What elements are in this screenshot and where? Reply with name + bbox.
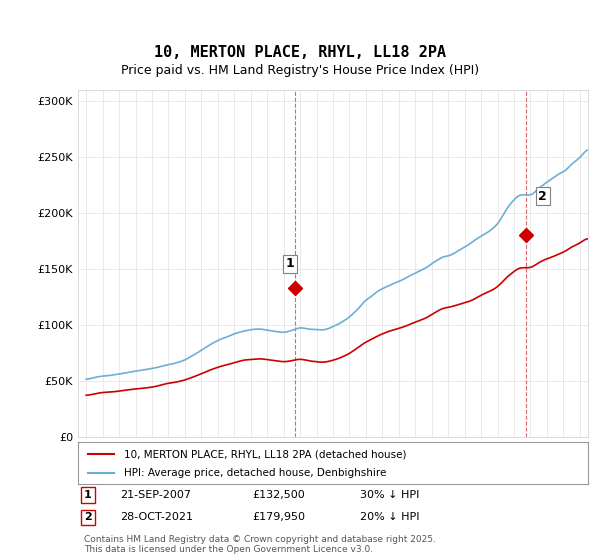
Text: 30% ↓ HPI: 30% ↓ HPI xyxy=(360,490,419,500)
Text: Price paid vs. HM Land Registry's House Price Index (HPI): Price paid vs. HM Land Registry's House … xyxy=(121,64,479,77)
Text: Contains HM Land Registry data © Crown copyright and database right 2025.
This d: Contains HM Land Registry data © Crown c… xyxy=(84,535,436,554)
Text: 21-SEP-2007: 21-SEP-2007 xyxy=(120,490,191,500)
Text: 1: 1 xyxy=(84,490,92,500)
Text: 20% ↓ HPI: 20% ↓ HPI xyxy=(360,512,419,522)
Text: 2: 2 xyxy=(84,512,92,522)
Text: 10, MERTON PLACE, RHYL, LL18 2PA (detached house): 10, MERTON PLACE, RHYL, LL18 2PA (detach… xyxy=(124,449,406,459)
Text: HPI: Average price, detached house, Denbighshire: HPI: Average price, detached house, Denb… xyxy=(124,468,386,478)
Text: 2: 2 xyxy=(538,189,547,203)
Text: 28-OCT-2021: 28-OCT-2021 xyxy=(120,512,193,522)
Text: £179,950: £179,950 xyxy=(252,512,305,522)
Text: 1: 1 xyxy=(286,257,294,270)
Text: 10, MERTON PLACE, RHYL, LL18 2PA: 10, MERTON PLACE, RHYL, LL18 2PA xyxy=(154,45,446,60)
Text: £132,500: £132,500 xyxy=(252,490,305,500)
